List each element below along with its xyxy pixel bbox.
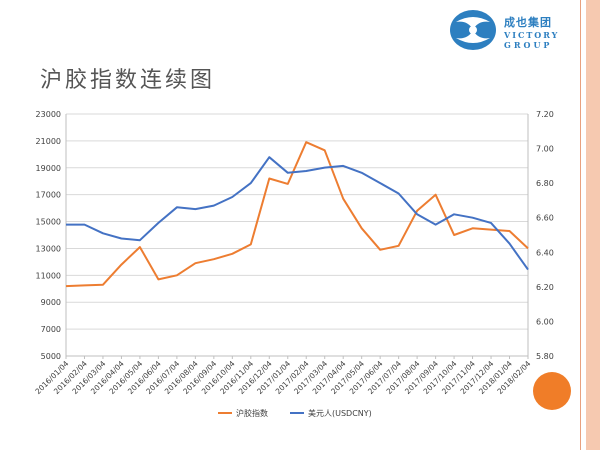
y-right-tick-label: 6.80 <box>536 179 554 188</box>
right-accent-line <box>580 0 581 450</box>
y-right-tick-label: 7.00 <box>536 145 554 154</box>
y-right-tick-label: 5.80 <box>536 352 554 361</box>
y-left-tick-label: 7000 <box>41 325 61 334</box>
y-right-tick-label: 6.40 <box>536 248 554 257</box>
logo-mark-icon <box>450 10 496 50</box>
y-left-tick-label: 9000 <box>41 298 61 307</box>
y-left-tick-label: 17000 <box>36 191 61 200</box>
y-right-tick-label: 6.60 <box>536 214 554 223</box>
logo-en-line1: VICTORY <box>504 30 560 40</box>
legend-label: 美元人(USDCNY) <box>308 408 372 418</box>
y-left-tick-label: 19000 <box>36 164 61 173</box>
decorative-circle <box>533 372 571 410</box>
series-line <box>65 141 529 288</box>
y-left-tick-label: 5000 <box>41 352 61 361</box>
series-line <box>66 156 529 271</box>
y-right-tick-label: 6.00 <box>536 317 554 326</box>
company-logo: 成也集团 VICTORY GROUP <box>448 8 576 52</box>
legend-label: 沪胶指数 <box>236 408 268 418</box>
page-title: 沪胶指数连续图 <box>40 68 216 93</box>
y-right-tick-label: 6.20 <box>536 283 554 292</box>
y-left-tick-label: 23000 <box>36 110 61 119</box>
right-accent-band <box>586 0 600 450</box>
y-left-tick-label: 11000 <box>36 271 61 280</box>
logo-cn-text: 成也集团 <box>504 16 552 29</box>
y-left-tick-label: 15000 <box>36 218 61 227</box>
y-left-tick-label: 21000 <box>36 137 61 146</box>
logo-en-line2: GROUP <box>504 40 553 50</box>
y-left-tick-label: 13000 <box>36 244 61 253</box>
y-right-tick-label: 7.20 <box>536 110 554 119</box>
